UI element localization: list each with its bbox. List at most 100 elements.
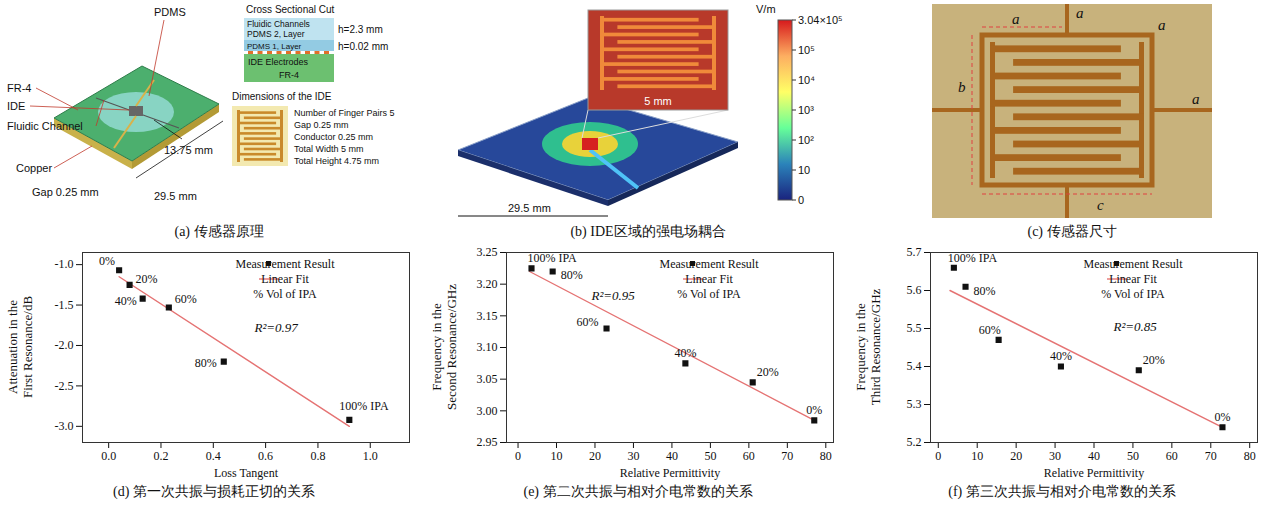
svg-text:c: c xyxy=(1097,197,1104,213)
svg-text:20%: 20% xyxy=(1143,353,1165,367)
svg-text:PDMS 1, Layer: PDMS 1, Layer xyxy=(247,42,302,51)
svg-text:10⁵: 10⁵ xyxy=(798,44,815,56)
svg-text:Total Width 5 mm: Total Width 5 mm xyxy=(294,144,364,154)
svg-text:-1.0: -1.0 xyxy=(55,257,74,271)
svg-text:Second Resonance/GHz: Second Resonance/GHz xyxy=(444,284,459,410)
svg-text:Conductor 0.25 mm: Conductor 0.25 mm xyxy=(294,132,373,142)
svg-text:13.75 mm: 13.75 mm xyxy=(164,144,213,156)
svg-text:10³: 10³ xyxy=(798,104,814,116)
svg-text:2.95: 2.95 xyxy=(477,435,498,449)
svg-text:0.4: 0.4 xyxy=(206,449,221,463)
svg-text:5.4: 5.4 xyxy=(907,359,922,373)
svg-text:-2.0: -2.0 xyxy=(55,338,74,352)
svg-text:30: 30 xyxy=(627,449,639,463)
svg-text:50: 50 xyxy=(1127,449,1139,463)
svg-text:80: 80 xyxy=(820,449,832,463)
svg-text:50: 50 xyxy=(704,449,716,463)
svg-text:100% IPA: 100% IPA xyxy=(948,251,998,265)
svg-text:40: 40 xyxy=(1088,449,1100,463)
svg-text:29.5 mm: 29.5 mm xyxy=(154,190,197,202)
svg-text:V/m: V/m xyxy=(756,3,776,15)
svg-text:Gap 0.25 mm: Gap 0.25 mm xyxy=(294,120,349,130)
svg-text:10: 10 xyxy=(551,449,563,463)
svg-text:0.6: 0.6 xyxy=(258,449,273,463)
svg-text:10: 10 xyxy=(971,449,983,463)
svg-text:3.05: 3.05 xyxy=(477,372,498,386)
svg-text:Linear Fit: Linear Fit xyxy=(1109,272,1157,286)
svg-text:FR-4: FR-4 xyxy=(7,82,31,94)
svg-text:Fluidic Channel: Fluidic Channel xyxy=(7,120,83,132)
svg-text:10²: 10² xyxy=(798,134,814,146)
svg-text:% Vol of IPA: % Vol of IPA xyxy=(253,287,317,301)
svg-text:-1.5: -1.5 xyxy=(55,298,74,312)
svg-text:100% IPA: 100% IPA xyxy=(528,251,578,265)
svg-text:29.5 mm: 29.5 mm xyxy=(508,202,551,214)
svg-text:40%: 40% xyxy=(1050,349,1072,363)
svg-text:60%: 60% xyxy=(979,323,1001,337)
svg-text:40%: 40% xyxy=(115,294,137,308)
svg-text:3.20: 3.20 xyxy=(477,277,498,291)
svg-text:R²=0.85: R²=0.85 xyxy=(1113,319,1158,334)
svg-text:Gap 0.25 mm: Gap 0.25 mm xyxy=(32,186,99,198)
svg-text:PDMS: PDMS xyxy=(154,6,186,18)
svg-text:a: a xyxy=(1012,11,1020,27)
svg-text:Loss Tangent: Loss Tangent xyxy=(214,466,279,480)
svg-text:b: b xyxy=(958,79,966,95)
svg-text:60: 60 xyxy=(1166,449,1178,463)
svg-text:40: 40 xyxy=(666,449,678,463)
svg-text:5.7: 5.7 xyxy=(907,245,922,259)
svg-text:3.10: 3.10 xyxy=(477,340,498,354)
svg-text:60: 60 xyxy=(743,449,755,463)
svg-text:Attenuation in the: Attenuation in the xyxy=(5,300,20,394)
svg-text:Relative Permittivity: Relative Permittivity xyxy=(1044,466,1144,480)
svg-text:% Vol of IPA: % Vol of IPA xyxy=(677,287,741,301)
svg-text:h=2.3 mm: h=2.3 mm xyxy=(338,24,383,35)
svg-text:-3.0: -3.0 xyxy=(55,419,74,433)
svg-text:Number of Finger Pairs 5: Number of Finger Pairs 5 xyxy=(294,108,395,118)
svg-text:Frequency in the: Frequency in the xyxy=(429,303,444,391)
svg-text:Cross Sectional Cut: Cross Sectional Cut xyxy=(246,4,335,15)
svg-text:5.5: 5.5 xyxy=(907,321,922,335)
svg-text:First Resonance/dB: First Resonance/dB xyxy=(20,296,35,399)
svg-text:0: 0 xyxy=(515,449,521,463)
svg-text:20: 20 xyxy=(1010,449,1022,463)
svg-text:a: a xyxy=(1076,5,1084,21)
svg-text:IDE: IDE xyxy=(7,100,25,112)
svg-text:3.25: 3.25 xyxy=(477,245,498,259)
svg-text:40%: 40% xyxy=(674,346,696,360)
svg-text:Linear Fit: Linear Fit xyxy=(685,272,733,286)
svg-text:-2.5: -2.5 xyxy=(55,379,74,393)
svg-text:PDMS 2, Layer: PDMS 2, Layer xyxy=(247,29,305,39)
svg-text:1.0: 1.0 xyxy=(363,449,378,463)
svg-text:5.3: 5.3 xyxy=(907,397,922,411)
svg-text:5 mm: 5 mm xyxy=(644,95,672,107)
svg-text:70: 70 xyxy=(1205,449,1217,463)
svg-text:20%: 20% xyxy=(757,365,779,379)
svg-text:FR-4: FR-4 xyxy=(279,70,299,80)
svg-text:a: a xyxy=(1158,17,1166,33)
svg-text:80%: 80% xyxy=(974,284,996,298)
svg-text:100% IPA: 100% IPA xyxy=(339,399,389,413)
svg-text:h=0.02 mm: h=0.02 mm xyxy=(338,41,388,52)
svg-text:IDE Electrodes: IDE Electrodes xyxy=(248,57,309,67)
svg-text:Relative Permittivity: Relative Permittivity xyxy=(620,466,720,480)
svg-text:80: 80 xyxy=(1244,449,1256,463)
svg-text:3.15: 3.15 xyxy=(477,309,498,323)
svg-text:3.00: 3.00 xyxy=(477,404,498,418)
svg-text:20%: 20% xyxy=(136,272,158,286)
svg-text:0: 0 xyxy=(798,194,804,206)
svg-text:20: 20 xyxy=(589,449,601,463)
svg-text:70: 70 xyxy=(781,449,793,463)
svg-text:Frequency in the: Frequency in the xyxy=(853,303,868,391)
svg-text:Total Height 4.75 mm: Total Height 4.75 mm xyxy=(294,156,379,166)
svg-text:5.6: 5.6 xyxy=(907,283,922,297)
svg-text:5.2: 5.2 xyxy=(907,435,922,449)
svg-text:Dimensions of the IDE: Dimensions of the IDE xyxy=(232,91,332,102)
svg-text:80%: 80% xyxy=(561,268,583,282)
svg-text:0%: 0% xyxy=(806,403,822,417)
svg-text:a: a xyxy=(1192,91,1200,107)
svg-text:3.04×10⁵: 3.04×10⁵ xyxy=(798,14,843,26)
svg-text:R²=0.95: R²=0.95 xyxy=(591,288,636,303)
svg-text:10: 10 xyxy=(798,164,810,176)
svg-text:60%: 60% xyxy=(577,315,599,329)
